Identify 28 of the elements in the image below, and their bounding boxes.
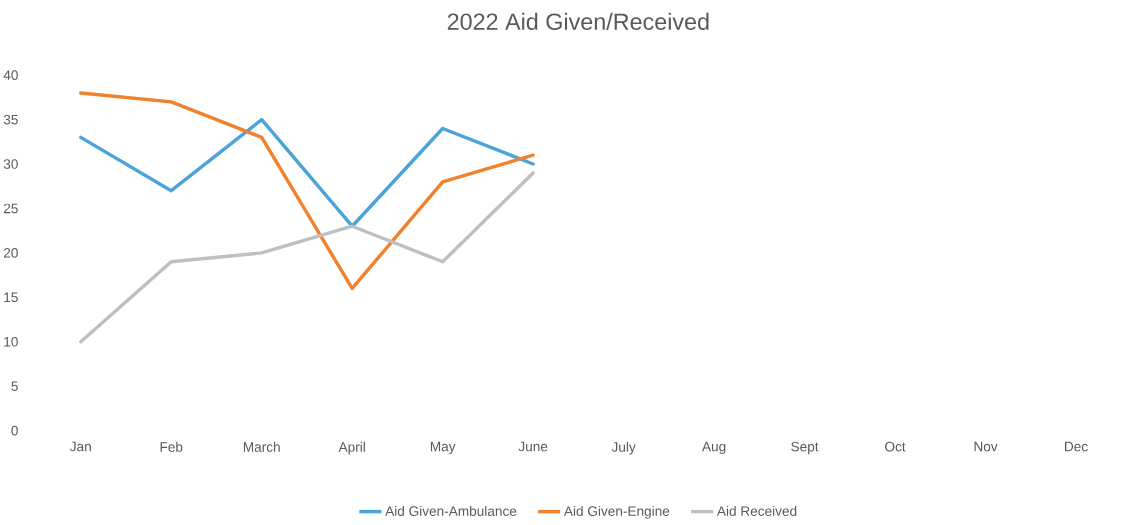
line-series xyxy=(79,171,535,344)
x-tick-label: Aug xyxy=(702,441,726,454)
y-tick-label: 20 xyxy=(3,247,18,258)
x-tick-label: May xyxy=(430,441,456,454)
x-tick-label: March xyxy=(243,441,280,452)
x-tick-label: Sept xyxy=(791,441,819,455)
x-tick-label: Oct xyxy=(885,441,906,452)
x-tick-label: July xyxy=(611,441,636,455)
y-tick-label: 25 xyxy=(3,203,18,214)
x-tick-label: April xyxy=(338,441,365,455)
legend-label: Aid Given-Ambulance xyxy=(385,505,517,516)
y-tick-label: 15 xyxy=(4,292,18,302)
legend-label: Aid Received xyxy=(716,505,797,516)
y-tick-label: 40 xyxy=(3,70,18,80)
line-series xyxy=(79,91,535,290)
x-tick-label: Jan xyxy=(69,441,91,452)
x-tick-label: Nov xyxy=(974,441,998,452)
y-tick-label: 35 xyxy=(3,114,18,125)
chart-title: 2022 Aid Given/Received xyxy=(447,12,709,30)
x-tick-label: June xyxy=(518,441,548,452)
y-tick-label: 0 xyxy=(11,425,18,436)
line-series xyxy=(79,117,535,228)
y-tick-label: 5 xyxy=(11,381,18,391)
x-tick-label: Dec xyxy=(1065,441,1088,452)
y-tick-label: 10 xyxy=(4,336,18,347)
y-tick-label: 30 xyxy=(3,159,18,169)
legend-label: Aid Given-Engine xyxy=(563,505,670,519)
x-tick-label: Feb xyxy=(160,441,183,452)
